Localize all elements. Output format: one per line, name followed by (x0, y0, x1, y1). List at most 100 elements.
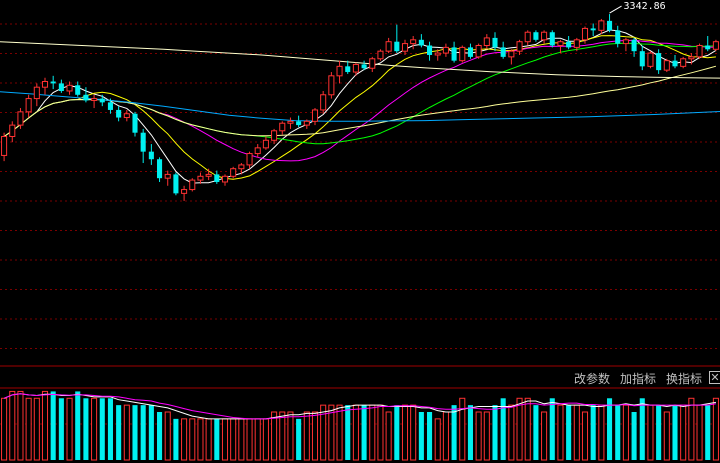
candle-body (705, 45, 711, 50)
candle-body (148, 151, 154, 160)
volume-bar (377, 404, 384, 461)
volume-bar (116, 405, 122, 460)
candle-body (116, 109, 122, 118)
volume-bar (607, 398, 613, 460)
candle-body (83, 94, 89, 101)
volume-bar (361, 405, 367, 460)
candle-body (434, 52, 441, 56)
volume-bar (705, 405, 711, 460)
volume-bar (573, 404, 580, 461)
volume-bar (148, 405, 154, 460)
volume-bar (254, 418, 261, 461)
candle-body (656, 53, 662, 71)
volume-bar (75, 391, 81, 460)
candle-body (50, 81, 56, 84)
volume-bar (271, 411, 278, 461)
candle-body (230, 168, 237, 177)
candle-body (66, 84, 73, 92)
volume-bar (157, 412, 163, 460)
candle-body (615, 30, 621, 44)
volume-bar (66, 397, 73, 461)
volume-bar (91, 397, 98, 461)
add-indicator-button[interactable]: 加指标 (620, 372, 657, 386)
volume-bar (230, 418, 237, 461)
volume-bar (467, 405, 473, 460)
candle-body (672, 60, 678, 67)
candle-body (246, 153, 253, 166)
volume-bar (369, 404, 376, 461)
candle-body (533, 32, 539, 40)
candle-body (549, 32, 555, 46)
candle-body (541, 31, 548, 41)
candle-body (467, 47, 473, 57)
volume-bar (17, 390, 24, 461)
candle-body (205, 173, 212, 177)
volume-bar (189, 418, 196, 461)
volume-bar (385, 411, 392, 461)
volume-bar (401, 404, 409, 461)
candle-body (508, 50, 515, 58)
candle-body (1, 135, 8, 156)
volume-bar (181, 418, 188, 461)
candle-body (451, 47, 457, 61)
volume-bar (1, 397, 8, 461)
candle-body (688, 56, 695, 60)
volume-bar (459, 397, 466, 461)
volume-bar (590, 405, 596, 460)
volume-bar (622, 404, 629, 461)
candle-body (418, 39, 424, 46)
volume-bar (394, 405, 400, 460)
ma250-line (0, 41, 720, 79)
volume-bar (311, 411, 319, 461)
volume-bar (442, 411, 449, 461)
candle-body (99, 98, 105, 103)
volume-bar (672, 405, 678, 460)
volume-bar (214, 418, 220, 460)
candle-body (254, 147, 261, 155)
candle-body (262, 139, 269, 149)
volume-bar (352, 404, 359, 461)
volume-bar (663, 411, 670, 461)
candle-body (25, 98, 32, 113)
candle-body (361, 64, 367, 69)
volume-bar (123, 404, 130, 461)
volume-bar (647, 404, 654, 461)
candle-body (573, 39, 580, 48)
volume-bar (336, 404, 343, 461)
volume-bar (410, 404, 417, 461)
candle-body (157, 159, 163, 179)
volume-bar (221, 418, 229, 461)
candle-body (622, 39, 629, 45)
candle-body (320, 94, 327, 111)
volume-bar (696, 404, 703, 461)
volume-bar (132, 405, 138, 460)
swap-indicator-button[interactable]: 换指标 (666, 372, 703, 386)
modify-params-button[interactable]: 改参数 (574, 372, 611, 386)
volume-bar (549, 398, 555, 460)
candle-body (524, 31, 531, 43)
close-icon[interactable]: ✕ (709, 371, 720, 384)
volume-bar (516, 397, 523, 461)
candle-body (427, 45, 433, 55)
candle-body (296, 121, 302, 126)
candle-body (336, 65, 343, 77)
max-high-pointer (609, 5, 622, 14)
volume-bar (99, 398, 105, 460)
candle-body (328, 75, 335, 96)
volume-bar (41, 390, 49, 461)
volume-bar (500, 398, 506, 460)
candle-body (352, 63, 359, 73)
volume-bar (262, 418, 269, 461)
volume-bar (296, 418, 302, 460)
volume-ma-line (3, 393, 716, 420)
volume-bar (427, 412, 433, 460)
candle-body (442, 46, 449, 54)
volume-bar (712, 397, 719, 461)
candle-body (663, 60, 670, 71)
volume-bar (197, 418, 204, 461)
candle-body (401, 43, 409, 52)
candle-body (107, 102, 113, 110)
max-high-label: 3342.86 (624, 1, 666, 12)
candle-body (500, 47, 506, 57)
